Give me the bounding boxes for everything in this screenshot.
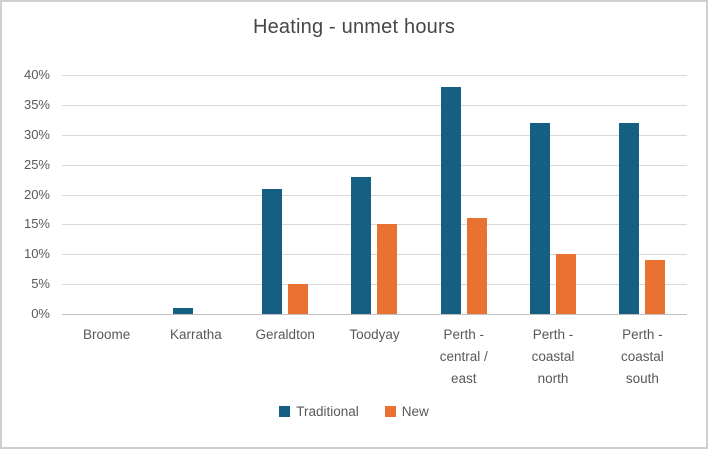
- legend-item-new: New: [384, 404, 429, 419]
- gridline-30: [62, 134, 687, 136]
- y-tick-label-35pct: 35%: [23, 96, 50, 112]
- bar-traditional-geraldton: [262, 188, 283, 314]
- legend-label-new: New: [401, 404, 429, 419]
- category-group-perth-coastal-south: [598, 75, 687, 314]
- x-tick-label-karratha: Karratha: [170, 327, 222, 342]
- x-axis: Broome Karratha Geraldton Toodyay Perth - ce…: [62, 324, 687, 390]
- y-tick-label-20pct: 20%: [23, 186, 50, 202]
- y-tick-label-5pct: 5%: [31, 276, 50, 292]
- bar-new-perth-coastal-south: [645, 260, 666, 314]
- legend-label-traditional: Traditional: [296, 404, 359, 419]
- category-group-geraldton: [241, 75, 330, 314]
- x-tick-label-perth-coastal-north: Perth - coastal north: [531, 327, 575, 386]
- x-tick-label-toodyay: Toodyay: [349, 327, 400, 342]
- y-tick-label-10pct: 10%: [23, 246, 50, 262]
- gridline-5: [62, 284, 687, 286]
- legend-swatch-new: [384, 406, 396, 417]
- y-axis: 40% 35% 30% 25% 20% 15% 10% 5% 0%: [2, 67, 57, 321]
- category-group-perth-coastal-north: [508, 75, 597, 314]
- legend-swatch-traditional: [279, 406, 291, 417]
- legend-item-traditional: Traditional: [279, 404, 359, 419]
- bars-row: [62, 75, 687, 314]
- y-tick-label-25pct: 25%: [23, 156, 50, 172]
- bar-traditional-toodyay: [351, 176, 372, 314]
- y-tick-label-0pct: 0%: [31, 306, 50, 321]
- y-tick-label-40pct: 40%: [23, 67, 50, 82]
- bar-traditional-perth-coastal-north: [530, 122, 551, 314]
- gridline-40: [62, 75, 687, 76]
- gridline-25: [62, 164, 687, 166]
- x-tick-label-perth-central-east: Perth - central / east: [439, 327, 488, 386]
- gridline-10: [62, 254, 687, 256]
- x-axis-line: [62, 314, 687, 315]
- plot-area: [62, 75, 687, 315]
- y-tick-label-15pct: 15%: [23, 216, 50, 232]
- category-group-toodyay: [330, 75, 419, 314]
- x-tick-label-broome: Broome: [83, 327, 131, 342]
- x-tick-label-geraldton: Geraldton: [255, 327, 315, 342]
- category-group-perth-central-east: [419, 75, 508, 314]
- bar-new-geraldton: [288, 284, 309, 314]
- chart-title: Heating - unmet hours: [252, 16, 456, 38]
- legend: Traditional New: [2, 404, 706, 419]
- category-group-broome: [62, 75, 151, 314]
- bar-new-perth-central-east: [466, 218, 487, 314]
- category-group-karratha: [151, 75, 240, 314]
- gridline-15: [62, 224, 687, 226]
- y-tick-label-30pct: 30%: [23, 126, 50, 142]
- bar-new-toodyay: [377, 224, 398, 314]
- bar-traditional-karratha: [172, 308, 193, 314]
- bar-traditional-perth-central-east: [440, 86, 461, 314]
- gridline-20: [62, 194, 687, 196]
- x-tick-label-perth-coastal-south: Perth - coastal south: [620, 327, 664, 386]
- bar-new-perth-coastal-north: [556, 254, 577, 314]
- bar-traditional-perth-coastal-south: [619, 122, 640, 314]
- gridline-35: [62, 104, 687, 106]
